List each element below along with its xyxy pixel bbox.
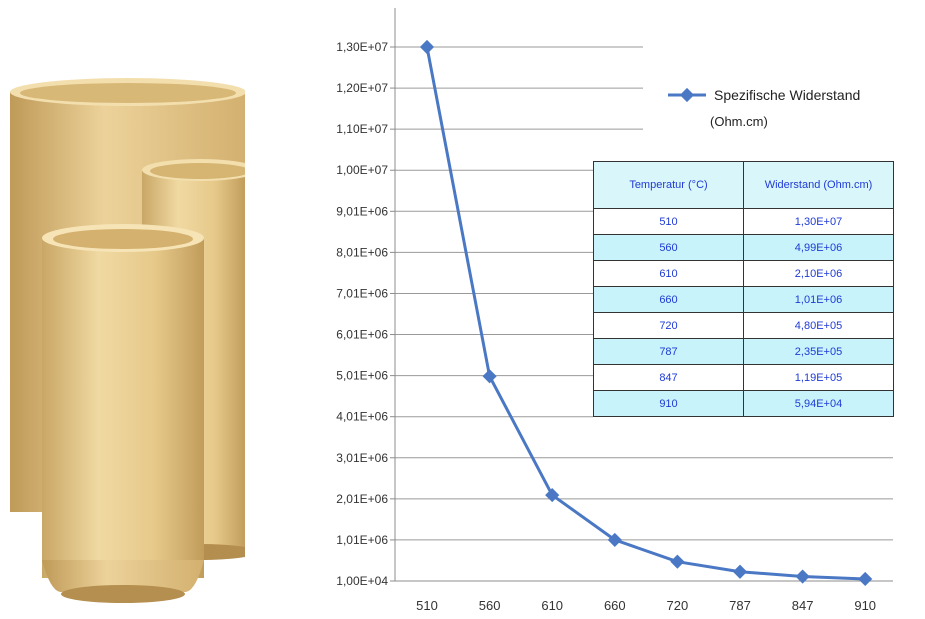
table-cell-resistance: 5,94E+04	[743, 390, 894, 417]
x-tick-label: 510	[416, 598, 438, 613]
data-point-marker	[670, 554, 685, 569]
data-point-marker	[607, 532, 622, 547]
legend-marker-icon	[679, 87, 695, 103]
y-tick-label: 8,01E+06	[336, 245, 388, 259]
legend-label: Spezifische Widerstand	[714, 87, 860, 103]
y-axis-ticks: 1,00E+04 1,01E+06 2,01E+06 3,01E+06 4,01E+06…	[336, 40, 395, 588]
table-cell-temperature: 560	[593, 234, 744, 261]
ceramic-tubes-photo	[10, 78, 245, 603]
table-header-temperature: Temperatur (°C)	[593, 161, 744, 209]
series-line	[425, 46, 866, 581]
y-tick-label: 1,01E+06	[336, 533, 388, 547]
table-row: 610 2,10E+06	[593, 260, 894, 287]
table-cell-temperature: 787	[593, 338, 744, 365]
table-row: 510 1,30E+07	[593, 208, 894, 235]
table-cell-resistance: 2,10E+06	[743, 260, 894, 287]
y-tick-label: 1,20E+07	[336, 81, 388, 95]
x-tick-label: 720	[667, 598, 689, 613]
x-tick-label: 660	[604, 598, 626, 613]
y-tick-label: 2,01E+06	[336, 492, 388, 506]
y-tick-label: 9,01E+06	[336, 204, 388, 218]
table-row: 660 1,01E+06	[593, 286, 894, 313]
y-tick-label: 1,00E+07	[336, 163, 388, 177]
y-tick-label: 1,10E+07	[336, 122, 388, 136]
x-tick-label: 610	[541, 598, 563, 613]
x-tick-label: 910	[854, 598, 876, 613]
y-tick-label: 3,01E+06	[336, 451, 388, 465]
table-cell-temperature: 660	[593, 286, 744, 313]
y-tick-label: 1,30E+07	[336, 40, 388, 54]
x-axis-ticks: 510 560 610 660 720 787 847 910	[416, 598, 876, 613]
data-point-marker	[858, 571, 873, 587]
table-row: 720 4,80E+05	[593, 312, 894, 339]
table-cell-temperature: 510	[593, 208, 744, 235]
x-tick-label: 787	[729, 598, 751, 613]
y-tick-label: 5,01E+06	[336, 369, 388, 383]
data-point-marker	[419, 39, 435, 55]
table-cell-resistance: 1,30E+07	[743, 208, 894, 235]
y-tick-label: 1,00E+04	[336, 574, 388, 588]
table-body: 510 1,30E+07 560 4,99E+06 610 2,10E+06 660 1,01…	[593, 208, 894, 417]
resistance-table: Temperatur (°C) Widerstand (Ohm.cm) 510 1…	[593, 161, 894, 417]
grid-lines	[395, 46, 893, 582]
data-point-marker	[482, 369, 497, 384]
table-row: 787 2,35E+05	[593, 338, 894, 365]
table-header-resistance: Widerstand (Ohm.cm)	[743, 161, 894, 209]
data-point-marker	[545, 488, 560, 503]
small-tube	[42, 224, 204, 603]
legend-unit: (Ohm.cm)	[710, 114, 768, 129]
table-cell-resistance: 4,80E+05	[743, 312, 894, 339]
x-tick-label: 560	[479, 598, 501, 613]
table-row: 910 5,94E+04	[593, 390, 894, 417]
table-cell-resistance: 1,01E+06	[743, 286, 894, 313]
table-cell-temperature: 720	[593, 312, 744, 339]
y-tick-label: 6,01E+06	[336, 328, 388, 342]
table-cell-resistance: 2,35E+05	[743, 338, 894, 365]
y-tick-label: 4,01E+06	[336, 410, 388, 424]
y-tick-label: 7,01E+06	[336, 286, 388, 300]
x-tick-label: 847	[792, 598, 814, 613]
table-row: 847 1,19E+05	[593, 364, 894, 391]
table-cell-resistance: 4,99E+06	[743, 234, 894, 261]
legend: Spezifische Widerstand (Ohm.cm)	[668, 87, 860, 129]
table-row: 560 4,99E+06	[593, 234, 894, 261]
table-cell-temperature: 610	[593, 260, 744, 287]
data-point-marker	[732, 564, 748, 579]
data-point-marker	[795, 569, 810, 584]
table-cell-resistance: 1,19E+05	[743, 364, 894, 391]
table-header-row: Temperatur (°C) Widerstand (Ohm.cm)	[593, 161, 894, 209]
table-cell-temperature: 847	[593, 364, 744, 391]
series-resistance	[419, 39, 873, 587]
table-cell-temperature: 910	[593, 390, 744, 417]
